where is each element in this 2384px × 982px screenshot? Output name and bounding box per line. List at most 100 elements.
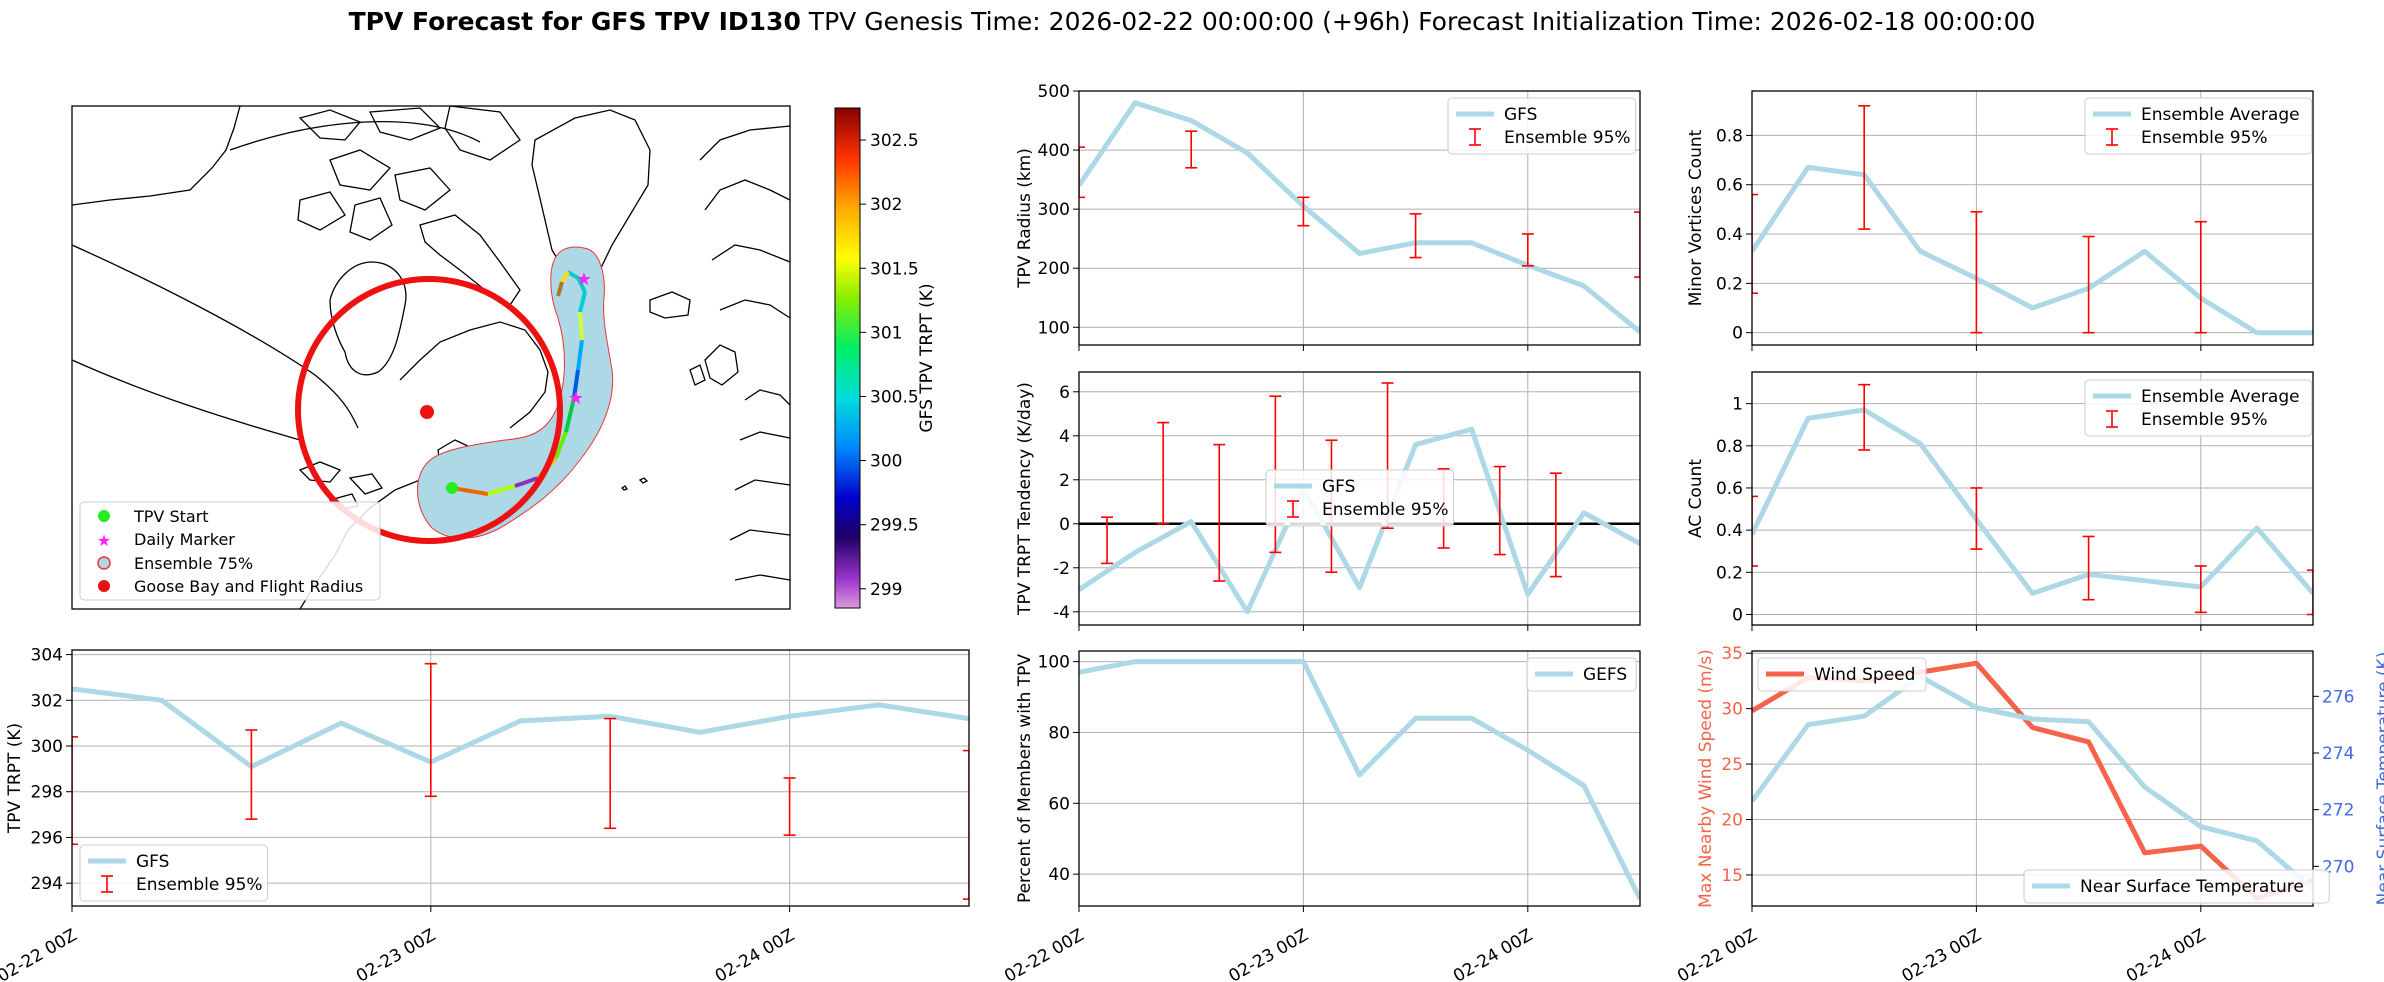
map-legend-daily: Daily Marker — [134, 530, 235, 549]
y-tick-label: 4 — [1059, 427, 1070, 447]
plot-clip — [1079, 659, 1640, 901]
x-tick-label: 02-24 00Z — [1450, 925, 1536, 982]
x-tick-label: 02-24 00Z — [712, 925, 798, 982]
wind-temperature-panel: 15 20 25 30 35 270 272 274 276 Near Surface Tempe… — [1674, 644, 2384, 982]
legend-label: Wind Speed — [1814, 665, 1915, 685]
map-frame — [71, 105, 791, 610]
legend-frame — [79, 844, 269, 902]
tpv-start-marker — [446, 482, 458, 494]
legend-label: Ensemble 95% — [1322, 500, 1449, 520]
y-tick-label: 300 — [31, 737, 63, 757]
y-tick-label: 25 — [1721, 755, 1743, 775]
series-line-0 — [1079, 100, 1640, 334]
series-line-0 — [1079, 659, 1640, 901]
y-tick-label: 298 — [31, 783, 63, 803]
y-tick-label: 300 — [1038, 200, 1070, 220]
plot-frame — [1078, 371, 1641, 626]
y-tick-label: 6 — [1059, 383, 1070, 403]
legend-label: GFS — [1504, 105, 1537, 125]
y-tick-label: 0.4 — [1716, 521, 1743, 541]
y-tick-label: 20 — [1721, 811, 1743, 831]
y-tick-label: 0.6 — [1716, 479, 1743, 499]
legend-frame — [1526, 657, 1637, 692]
legend-frame — [1447, 97, 1637, 155]
legend-frame — [2023, 869, 2330, 904]
plot-clip — [1752, 383, 2313, 616]
plot-frame — [1751, 90, 2314, 346]
azores — [620, 477, 649, 491]
colorbar-label: GFS TPV TRPT (K) — [917, 283, 937, 432]
y-tick-label: 30 — [1721, 700, 1743, 720]
map-legend: TPV Start ★ Daily Marker Ensemble 75% Go… — [79, 501, 381, 601]
legend-label: Ensemble 95% — [2141, 410, 2268, 430]
y-tick-label: 60 — [1048, 794, 1070, 814]
y-right-tick-label: 274 — [2322, 744, 2354, 764]
goose-bay-marker — [420, 405, 434, 419]
plot-frame — [71, 649, 970, 907]
plot-frame — [1751, 371, 2314, 626]
y-tick-label: -4 — [1053, 603, 1070, 623]
y-axis-label: TPV TRPT (K) — [5, 723, 25, 834]
colorbar-ticks: 302.5 302 301.5 301 300.5 300 299.5 299 — [860, 131, 919, 600]
y-tick-label: 0 — [1732, 605, 1743, 625]
temp-legend: Near Surface Temperature — [2023, 869, 2330, 904]
flight-radius-circle — [295, 276, 563, 544]
members-legend: GEFS — [1526, 657, 1637, 692]
legend-label: Ensemble 95% — [1504, 128, 1631, 148]
plot-clip — [1079, 100, 1640, 334]
radius-legend: GFS Ensemble 95% — [1447, 97, 1637, 155]
series-line-1 — [1752, 674, 2313, 891]
y-tick-label: 0.6 — [1716, 176, 1743, 196]
y-axis-label: AC Count — [1686, 459, 1706, 538]
y-tick-label: 15 — [1721, 866, 1743, 886]
y-tick-label: 0.4 — [1716, 225, 1743, 245]
iceland — [649, 291, 691, 319]
y-right-axis-label: Near Surface Temperature (K) — [2374, 652, 2384, 906]
map-legend-start: TPV Start — [133, 507, 209, 526]
colorbar: 302.5 302 301.5 301 300.5 300 299.5 299 GFS TPV… — [834, 107, 937, 609]
y-tick-label: 0 — [1059, 515, 1070, 535]
series-line-0 — [1752, 164, 2313, 336]
legend-label: Ensemble Average — [2141, 387, 2300, 407]
y-tick-label: -2 — [1053, 559, 1070, 579]
minor-vortices-panel: 0 0.2 0.4 0.6 0.8 Minor Vortices Count Ensembl… — [1686, 90, 2314, 351]
greenland — [531, 109, 651, 289]
trpt-panel: 294 296 298 300 302 304 02-22 00Z 02-23 00Z 02-2… — [0, 646, 970, 982]
y-tick-label: 294 — [31, 874, 63, 894]
minor-legend: Ensemble Average Ensemble 95% — [2084, 97, 2313, 155]
legend-label: Near Surface Temperature — [2080, 877, 2304, 897]
y-tick-label: 100 — [1038, 653, 1070, 673]
y-tick-label: 1 — [1732, 395, 1743, 415]
series-line-0 — [1752, 407, 2313, 596]
y-tick-label: 0.8 — [1716, 437, 1743, 457]
y-axis-label: TPV TRPT Tendency (K/day) — [1015, 382, 1035, 616]
wind-legend: Wind Speed — [1757, 657, 1927, 692]
colorbar-tick-label: 300.5 — [870, 387, 919, 407]
europe-coast — [729, 389, 790, 581]
british-isles — [689, 344, 739, 386]
border-arc-south — [72, 359, 301, 441]
y-tick-label: 40 — [1048, 865, 1070, 885]
legend-label: Ensemble 95% — [136, 875, 263, 895]
y-tick-label: 100 — [1038, 318, 1070, 338]
x-tick-label: 02-22 00Z — [0, 925, 80, 982]
members-panel: 40 60 80 100 02-22 00Z 02-23 00Z 02-24 00Z Perc… — [1001, 650, 1641, 982]
trpt-legend: GFS Ensemble 95% — [79, 844, 269, 902]
plot-clip — [72, 662, 969, 900]
x-tick-label: 02-23 00Z — [353, 925, 439, 982]
plot-frame — [1078, 650, 1641, 907]
y-tick-label: 304 — [31, 646, 63, 666]
legend-frame — [1757, 657, 1927, 692]
arctic-islands — [297, 106, 521, 241]
border-arc-north — [229, 121, 481, 151]
x-tick-label: 02-23 00Z — [1899, 925, 1985, 982]
legend-label: Ensemble 95% — [2141, 128, 2268, 148]
colorbar-tick-label: 301 — [870, 323, 902, 343]
plot-frame — [1751, 650, 2314, 907]
colorbar-tick-label: 300 — [870, 452, 902, 472]
x-tick-label: 02-22 00Z — [1674, 925, 1760, 982]
y-tick-label: 0.8 — [1716, 126, 1743, 146]
y-right-tick-label: 270 — [2322, 857, 2354, 877]
